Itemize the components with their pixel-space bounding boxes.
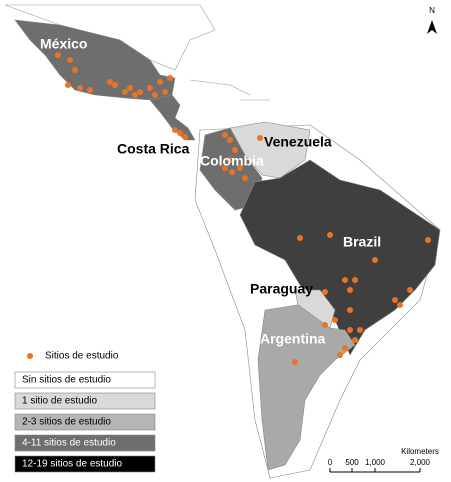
scale-label: 1,000 bbox=[365, 458, 386, 467]
scale-label: 2,000 bbox=[410, 458, 431, 467]
study-site bbox=[347, 287, 353, 293]
legend-label: 4-11 sitios de estudio bbox=[22, 438, 116, 449]
legend: Sitios de estudio Sin sitios de estudio 1 … bbox=[14, 351, 156, 473]
legend-swatch bbox=[14, 371, 156, 389]
caribbean-outline bbox=[189, 79, 270, 101]
study-site bbox=[347, 307, 353, 313]
country-label: Brazil bbox=[343, 234, 381, 250]
country-label: Costa Rica bbox=[117, 141, 190, 157]
study-site bbox=[352, 337, 358, 343]
study-site bbox=[322, 289, 328, 295]
legend-label: Sitios de estudio bbox=[45, 351, 119, 362]
study-site bbox=[122, 89, 128, 95]
country-label: Venezuela bbox=[264, 134, 332, 150]
legend-swatch bbox=[14, 455, 156, 473]
country-label: Paraguay bbox=[250, 281, 313, 297]
scale-bar: 0 500 1,000 2,000 bbox=[328, 458, 431, 473]
study-site bbox=[107, 79, 113, 85]
north-arrow bbox=[427, 20, 437, 34]
study-site bbox=[297, 235, 303, 241]
study-site bbox=[162, 89, 168, 95]
study-site bbox=[147, 85, 153, 91]
study-site bbox=[87, 87, 93, 93]
argentina bbox=[257, 304, 356, 471]
legend-label: 12-19 sitios de estudio bbox=[22, 459, 123, 470]
study-site bbox=[222, 132, 228, 138]
country-label: México bbox=[40, 36, 87, 52]
study-site bbox=[127, 85, 133, 91]
study-site bbox=[407, 287, 413, 293]
study-site bbox=[227, 137, 233, 143]
study-site bbox=[242, 175, 248, 181]
study-site bbox=[55, 52, 61, 58]
study-site bbox=[392, 297, 398, 303]
legend-label: Sin sitios de estudio bbox=[22, 375, 111, 386]
study-site bbox=[237, 165, 243, 171]
legend-label: 1 sitio de estudio bbox=[22, 396, 97, 407]
study-site bbox=[67, 57, 73, 63]
study-site bbox=[327, 232, 333, 238]
study-site bbox=[337, 352, 343, 358]
study-site bbox=[72, 67, 78, 73]
study-site bbox=[352, 277, 358, 283]
study-site bbox=[357, 327, 363, 333]
study-site bbox=[137, 89, 143, 95]
study-site bbox=[157, 79, 163, 85]
study-site bbox=[152, 92, 158, 98]
study-site bbox=[397, 302, 403, 308]
study-sites bbox=[55, 52, 431, 365]
study-site bbox=[342, 345, 348, 351]
study-site bbox=[232, 147, 238, 153]
study-site bbox=[77, 85, 83, 91]
study-site bbox=[322, 322, 328, 328]
study-site bbox=[65, 82, 71, 88]
study-site bbox=[222, 165, 228, 171]
legend-swatch bbox=[14, 434, 156, 452]
country-label: Colombia bbox=[200, 153, 264, 169]
central-america bbox=[149, 94, 196, 141]
scale-label: 500 bbox=[345, 458, 359, 467]
study-site bbox=[332, 317, 338, 323]
study-site bbox=[167, 75, 173, 81]
legend-swatch bbox=[14, 413, 156, 431]
study-site bbox=[425, 237, 431, 243]
study-site bbox=[227, 157, 233, 163]
brazil bbox=[239, 159, 441, 356]
legend-swatch bbox=[14, 392, 156, 410]
scale-title: Kilometers bbox=[401, 447, 439, 456]
study-site bbox=[172, 127, 178, 133]
study-site bbox=[177, 130, 183, 136]
study-site bbox=[257, 135, 263, 141]
study-site bbox=[292, 359, 298, 365]
study-site bbox=[342, 277, 348, 283]
north-label: N bbox=[429, 6, 435, 15]
study-site bbox=[182, 134, 188, 140]
study-site bbox=[372, 257, 378, 263]
legend-label: 2-3 sitios de estudio bbox=[22, 417, 111, 428]
study-site bbox=[132, 92, 138, 98]
scale-label: 0 bbox=[328, 458, 333, 467]
study-site bbox=[347, 327, 353, 333]
country-label: Argentina bbox=[260, 331, 326, 347]
study-site bbox=[229, 169, 235, 175]
legend-dot bbox=[27, 353, 33, 359]
study-site bbox=[112, 82, 118, 88]
